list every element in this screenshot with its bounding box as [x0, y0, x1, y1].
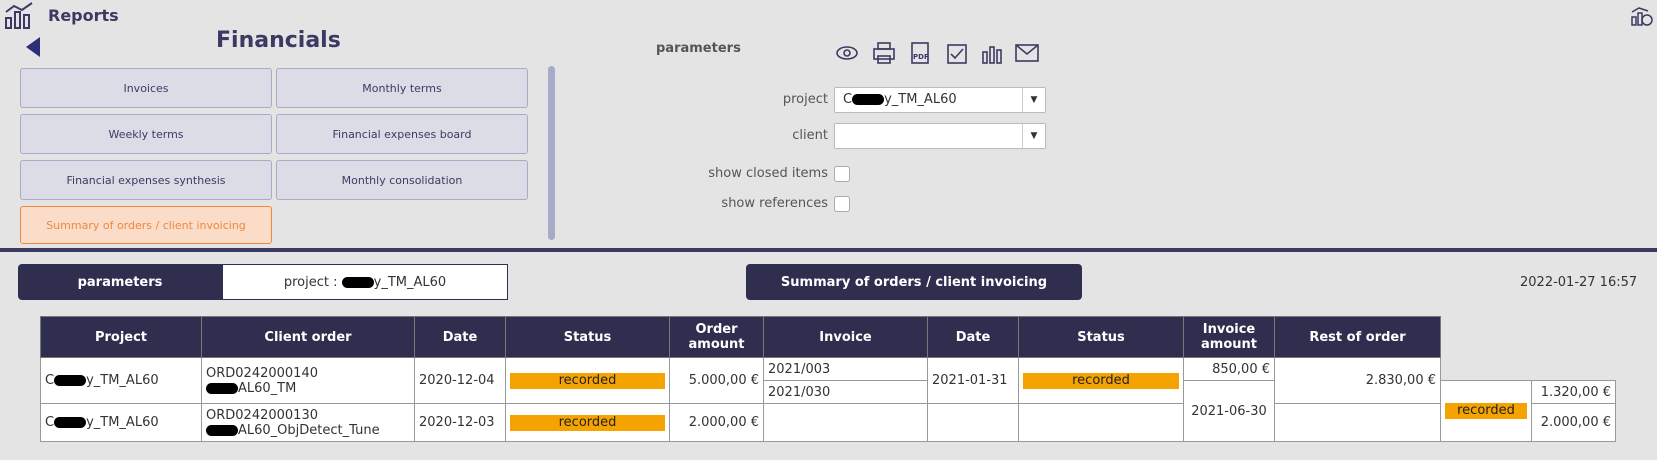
- app-title: Reports: [48, 6, 119, 25]
- menu-item[interactable]: Invoices: [20, 68, 272, 108]
- status-badge: recorded: [1445, 403, 1527, 419]
- cell: ORD0242000130 AL60_ObjDetect_Tune: [201, 403, 415, 442]
- cell: 2.000,00 €: [669, 403, 764, 442]
- cell: 2020-12-03: [414, 403, 506, 442]
- menu-item[interactable]: Financial expenses board: [276, 114, 528, 154]
- menu-item[interactable]: Financial expenses synthesis: [20, 160, 272, 200]
- checkbox[interactable]: [834, 166, 850, 182]
- value: y_TM_AL60: [373, 274, 447, 290]
- cell: 2021/003: [763, 357, 928, 381]
- status-badge: recorded: [1023, 372, 1179, 389]
- cell: 2021-06-30: [1183, 380, 1275, 442]
- cell: 5.000,00 €: [669, 357, 764, 404]
- status-badge: recorded: [510, 414, 665, 431]
- col-header[interactable]: Invoice amount: [1183, 316, 1275, 358]
- client-select[interactable]: ▼: [834, 123, 1046, 149]
- cell: [1274, 403, 1441, 442]
- menu-item[interactable]: Monthly terms: [276, 68, 528, 108]
- col-header[interactable]: Status: [505, 316, 670, 358]
- field-label: client: [792, 128, 828, 143]
- cell: 2021/030: [763, 380, 928, 404]
- cell: ORD0242000140 AL60_TM: [201, 357, 415, 404]
- redaction: [206, 424, 238, 436]
- status-badge: recorded: [510, 372, 665, 389]
- svg-text:PDF: PDF: [913, 53, 929, 61]
- cell-text: AL60_ObjDetect_Tune: [238, 422, 380, 438]
- cell: [927, 403, 1019, 442]
- redaction: [54, 375, 87, 386]
- params-tab[interactable]: parameters: [18, 264, 222, 300]
- menu-item[interactable]: Monthly consolidation: [276, 160, 528, 200]
- redaction: [206, 382, 238, 394]
- col-header[interactable]: Status: [1018, 316, 1184, 358]
- field-label: project: [782, 92, 828, 107]
- section-heading: Financials: [216, 28, 341, 53]
- cell: 1.320,00 €: [1531, 380, 1616, 404]
- timestamp: 2022-01-27 16:57: [1520, 275, 1638, 290]
- redaction: [54, 417, 87, 428]
- col-header[interactable]: Rest of order: [1274, 316, 1441, 358]
- field-label: show references: [721, 196, 828, 211]
- cell-text: y_TM_AL60: [86, 415, 159, 430]
- scrollbar[interactable]: [548, 66, 555, 240]
- params-title: parameters: [656, 41, 741, 56]
- cell-text: y_TM_AL60: [86, 373, 159, 388]
- corner-icon[interactable]: [1630, 5, 1654, 27]
- col-header[interactable]: Order amount: [669, 316, 764, 358]
- cell: 2020-12-04: [414, 357, 506, 404]
- cell: recorded: [1018, 357, 1184, 404]
- cell: 850,00 €: [1183, 357, 1275, 381]
- cell: recorded: [1440, 380, 1532, 442]
- col-header[interactable]: Date: [414, 316, 506, 358]
- cell: [763, 403, 928, 442]
- redaction: [341, 276, 374, 288]
- col-header[interactable]: Client order: [201, 316, 415, 358]
- report-title[interactable]: Summary of orders / client invoicing: [746, 264, 1082, 300]
- checkbox[interactable]: [834, 196, 850, 212]
- menu-item[interactable]: Summary of orders / client invoicing: [20, 206, 272, 244]
- cell: recorded: [505, 357, 670, 404]
- cell: 2021-01-31: [927, 357, 1019, 404]
- col-header[interactable]: Project: [40, 316, 202, 358]
- cell: 2.000,00 €: [1531, 403, 1616, 442]
- col-header[interactable]: Date: [927, 316, 1019, 358]
- reports-icon: [5, 2, 33, 29]
- cell: 2.830,00 €: [1274, 357, 1441, 404]
- menu-item[interactable]: Weekly terms: [20, 114, 272, 154]
- back-button[interactable]: [24, 36, 42, 58]
- col-header[interactable]: Invoice: [763, 316, 928, 358]
- report-table: Project Client order Date Status Order amoun…: [40, 316, 1616, 442]
- params-summary: project : y_TM_AL60: [222, 264, 508, 300]
- cell: [1018, 403, 1184, 442]
- field-label: show closed items: [708, 166, 828, 181]
- cell-text: AL60_TM: [238, 380, 297, 396]
- label: project :: [283, 274, 338, 290]
- cell-text: ORD0242000130: [206, 407, 318, 423]
- splitter[interactable]: [0, 248, 1657, 252]
- cell-text: ORD0242000140: [206, 365, 318, 381]
- toolbar[interactable]: PDF: [834, 40, 1052, 66]
- redaction: [852, 94, 885, 105]
- cell: recorded: [505, 403, 670, 442]
- select-value: y_TM_AL60: [884, 92, 957, 107]
